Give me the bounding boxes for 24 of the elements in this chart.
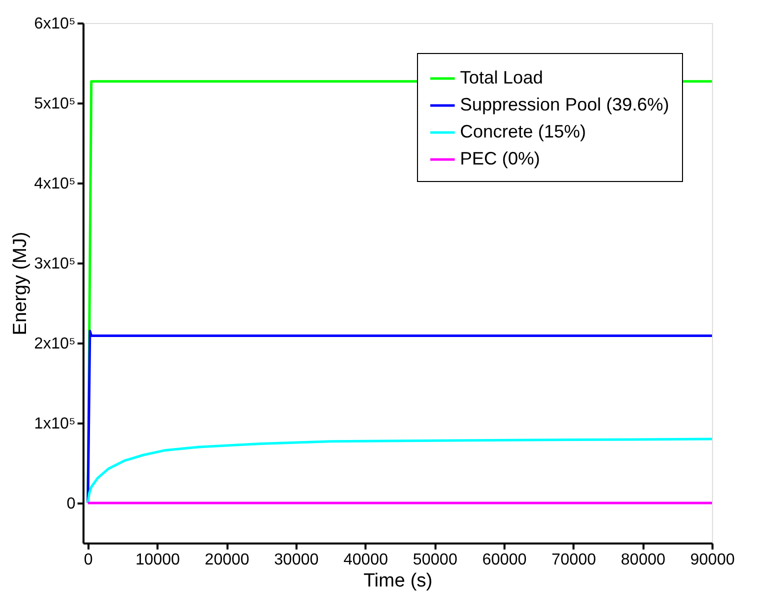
legend-label: Total Load: [460, 68, 544, 88]
x-tick-label: 50000: [412, 552, 458, 568]
x-tick-label: 70000: [552, 552, 596, 568]
line-series: [86, 438, 712, 504]
y-tick-label: 1x10⁵: [34, 416, 76, 432]
y-tick-label: 2x10⁵: [34, 336, 76, 352]
x-tick-label: 60000: [482, 552, 527, 568]
x-tick-label: 80000: [620, 552, 666, 568]
x-tick-label: 30000: [274, 552, 319, 568]
legend-label: Concrete (15%): [460, 122, 586, 142]
x-tick-label: 0: [84, 552, 93, 568]
y-tick-label: 0: [66, 496, 76, 512]
y-tick-label: 4x10⁵: [34, 176, 76, 192]
y-tick-label: 6x10⁵: [34, 16, 76, 32]
x-tick-label: 40000: [344, 552, 388, 568]
x-tick-label: 10000: [135, 552, 180, 568]
x-axis-title: Time (s): [364, 570, 432, 592]
y-axis-title: Energy (MJ): [10, 232, 32, 336]
legend-label: Suppression Pool (39.6%): [460, 94, 670, 114]
y-tick-label: 5x10⁵: [34, 96, 76, 112]
x-tick-label: 90000: [690, 552, 735, 568]
legend-label: PEC (0%): [460, 148, 540, 168]
y-tick-label: 3x10⁵: [34, 256, 76, 272]
x-tick-label: 20000: [204, 552, 250, 568]
